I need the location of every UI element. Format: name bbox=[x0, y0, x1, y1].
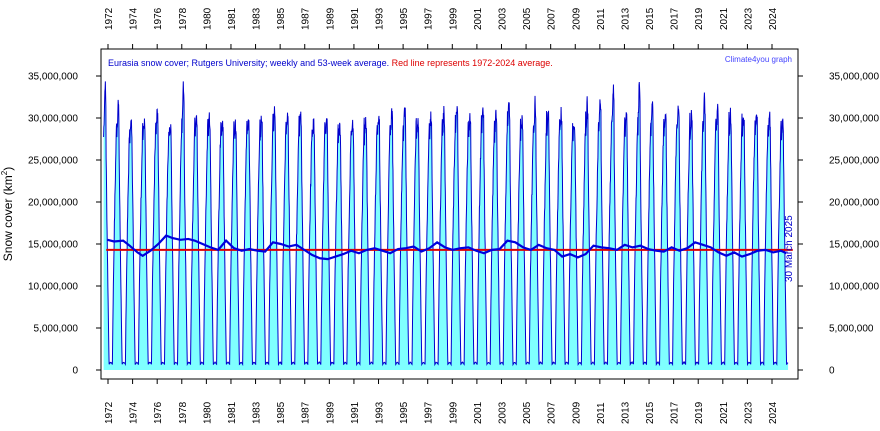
x-tick-label-bottom: 2021 bbox=[719, 401, 730, 424]
x-tick-label-top: 1993 bbox=[375, 7, 386, 30]
x-tick-label-top: 1976 bbox=[153, 7, 164, 30]
x-tick-label-top: 1983 bbox=[252, 7, 263, 30]
x-tick-label-bottom: 1980 bbox=[202, 401, 213, 424]
x-tick-label-top: 2021 bbox=[719, 7, 730, 30]
y-tick-label-right: 35,000,000 bbox=[829, 72, 879, 83]
y-tick-label-left: 30,000,000 bbox=[28, 114, 78, 125]
x-tick-label-top: 2017 bbox=[670, 7, 681, 30]
y-tick-label-right: 20,000,000 bbox=[829, 198, 879, 209]
y-tick-label-right: 0 bbox=[829, 366, 835, 377]
x-tick-label-top: 1972 bbox=[104, 7, 115, 30]
x-tick-label-bottom: 1972 bbox=[104, 401, 115, 424]
y-tick-label-left: 35,000,000 bbox=[28, 72, 78, 83]
x-tick-label-top: 2024 bbox=[768, 7, 779, 30]
chart-title-red: Red line represents 1972-2024 average. bbox=[392, 58, 553, 68]
x-tick-label-bottom: 1976 bbox=[153, 401, 164, 424]
x-tick-label-bottom: 2007 bbox=[547, 401, 558, 424]
x-tick-label-bottom: 2015 bbox=[645, 401, 656, 424]
x-tick-label-top: 2001 bbox=[473, 7, 484, 30]
x-tick-label-bottom: 2005 bbox=[522, 401, 533, 424]
y-tick-label-left: 20,000,000 bbox=[28, 198, 78, 209]
x-tick-label-bottom: 2001 bbox=[473, 401, 484, 424]
x-tick-label-bottom: 2003 bbox=[497, 401, 508, 424]
y-tick-label-right: 10,000,000 bbox=[829, 282, 879, 293]
x-tick-label-bottom: 2019 bbox=[694, 401, 705, 424]
x-tick-label-top: 2019 bbox=[694, 7, 705, 30]
latest-date-label: 30 March 2025 bbox=[784, 215, 795, 282]
credit-label: Climate4you graph bbox=[725, 55, 792, 64]
x-tick-label-bottom: 1978 bbox=[178, 401, 189, 424]
y-tick-label-left: 5,000,000 bbox=[34, 324, 79, 335]
weekly-snow-cover-line bbox=[103, 81, 789, 367]
x-tick-label-top: 1995 bbox=[399, 7, 410, 30]
x-tick-label-top: 2007 bbox=[547, 7, 558, 30]
x-tick-label-top: 1980 bbox=[202, 7, 213, 30]
x-tick-label-top: 2005 bbox=[522, 7, 533, 30]
y-axis-label: Snow cover (km2) bbox=[0, 167, 15, 261]
y-tick-label-right: 5,000,000 bbox=[829, 324, 874, 335]
y-tick-label-left: 15,000,000 bbox=[28, 240, 78, 251]
x-axis-bottom: 1972 1974 1976 1978 1980 1981 1983 1985 1987 1989… bbox=[104, 379, 779, 424]
x-tick-label-top: 1987 bbox=[301, 7, 312, 30]
running-mean-53-week-line bbox=[107, 234, 787, 261]
plot-frame bbox=[100, 48, 799, 380]
x-tick-label-bottom: 1985 bbox=[276, 401, 287, 424]
x-tick-label-bottom: 1999 bbox=[448, 401, 459, 424]
y-tick-label-left: 10,000,000 bbox=[28, 282, 78, 293]
y-tick-label-right: 30,000,000 bbox=[829, 114, 879, 125]
x-tick-label-bottom: 1981 bbox=[227, 401, 238, 424]
x-tick-label-bottom: 2013 bbox=[620, 401, 631, 424]
chart-title: Eurasia snow cover; Rutgers University; … bbox=[108, 58, 553, 68]
x-tick-label-bottom: 1989 bbox=[325, 401, 336, 424]
weekly-snow-cover-fill bbox=[103, 81, 789, 370]
x-tick-label-bottom: 1993 bbox=[375, 401, 386, 424]
x-tick-label-bottom: 1983 bbox=[252, 401, 263, 424]
x-tick-label-top: 1997 bbox=[424, 7, 435, 30]
y-tick-label-right: 15,000,000 bbox=[829, 240, 879, 251]
y-tick-label-left: 25,000,000 bbox=[28, 156, 78, 167]
x-tick-label-top: 2013 bbox=[620, 7, 631, 30]
x-tick-label-top: 2015 bbox=[645, 7, 656, 30]
x-tick-label-bottom: 2017 bbox=[670, 401, 681, 424]
weekly-series bbox=[103, 81, 789, 370]
x-tick-label-top: 1981 bbox=[227, 7, 238, 30]
y-tick-label-left: 0 bbox=[72, 366, 78, 377]
x-tick-label-bottom: 1991 bbox=[350, 401, 361, 424]
y-axis-left: 0 5,000,000 10,000,000 15,000,000 20,000,000… bbox=[28, 72, 101, 377]
chart-title-blue: Eurasia snow cover; Rutgers University; … bbox=[108, 58, 392, 68]
x-tick-label-top: 2003 bbox=[497, 7, 508, 30]
x-tick-label-bottom: 1974 bbox=[129, 401, 140, 424]
x-tick-label-bottom: 1987 bbox=[301, 401, 312, 424]
x-tick-label-top: 1978 bbox=[178, 7, 189, 30]
y-axis-label-close: ) bbox=[1, 167, 15, 171]
x-tick-label-top: 2009 bbox=[571, 7, 582, 30]
x-tick-label-bottom: 1997 bbox=[424, 401, 435, 424]
y-axis-label-sup: 2 bbox=[0, 170, 9, 175]
x-tick-label-top: 1985 bbox=[276, 7, 287, 30]
y-axis-label-main: Snow cover (km bbox=[1, 175, 15, 261]
x-tick-label-top: 1974 bbox=[129, 7, 140, 30]
y-tick-label-right: 25,000,000 bbox=[829, 156, 879, 167]
x-tick-label-top: 2011 bbox=[596, 8, 607, 30]
x-tick-label-top: 1999 bbox=[448, 7, 459, 30]
x-tick-label-bottom: 1995 bbox=[399, 401, 410, 424]
y-axis-right: 0 5,000,000 10,000,000 15,000,000 20,000,000… bbox=[798, 72, 879, 377]
x-tick-label-bottom: 2023 bbox=[743, 401, 754, 424]
x-tick-label-top: 1991 bbox=[350, 7, 361, 30]
x-tick-label-bottom: 2024 bbox=[768, 401, 779, 424]
x-tick-label-top: 2023 bbox=[743, 7, 754, 30]
x-tick-label-bottom: 2011 bbox=[596, 402, 607, 424]
x-axis-top: 1972 1974 1976 1978 1980 1981 1983 1985 1987 1989… bbox=[104, 7, 779, 49]
x-tick-label-bottom: 2009 bbox=[571, 401, 582, 424]
x-tick-label-top: 1989 bbox=[325, 7, 336, 30]
